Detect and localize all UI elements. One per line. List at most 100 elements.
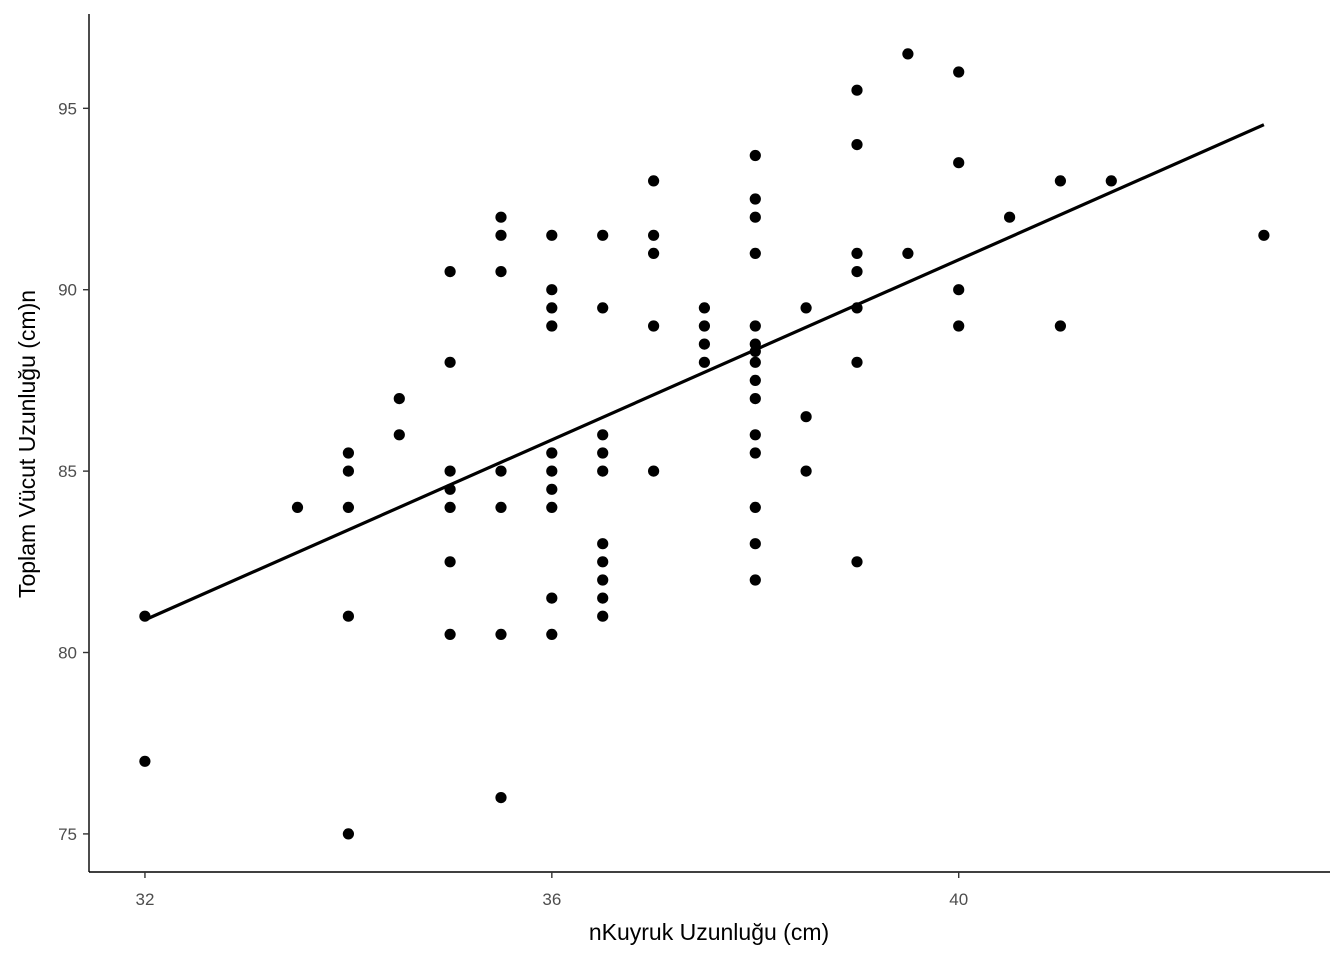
data-point-46 [648,247,660,259]
y-tick-label-90: 90 [58,281,77,300]
data-point-63 [749,429,761,441]
data-point-70 [800,465,812,477]
data-point-10 [444,266,456,278]
y-tick-label-75: 75 [58,825,77,844]
data-point-25 [546,284,558,296]
data-point-44 [648,175,660,187]
data-point-87 [1105,175,1117,187]
y-tick-label-85: 85 [58,462,77,481]
data-point-21 [495,501,507,513]
data-point-43 [597,610,609,622]
data-point-60 [749,356,761,368]
data-point-17 [495,211,507,223]
data-point-33 [546,628,558,641]
data-point-35 [597,302,609,314]
data-point-37 [597,447,609,459]
regression-line [144,123,1265,622]
data-point-84 [1004,211,1016,223]
y-axis-ticks: 75 80 85 90 95 [58,99,89,844]
data-point-45 [648,229,660,241]
data-point-62 [749,393,761,405]
data-point-18 [495,229,507,241]
data-point-83 [953,320,965,332]
data-point-29 [546,465,558,477]
data-point-32 [546,592,558,604]
data-point-27 [546,320,558,332]
data-point-73 [851,247,863,259]
data-points [139,48,1270,840]
data-point-12 [444,465,456,477]
data-point-1 [139,755,151,767]
x-tick-label-32: 32 [135,890,154,909]
y-tick-label-80: 80 [58,644,77,663]
data-point-74 [851,266,863,278]
data-point-6 [342,610,354,622]
y-tick-label-95: 95 [58,99,77,118]
data-point-8 [393,393,405,405]
data-point-24 [546,229,558,241]
data-point-50 [698,320,711,332]
data-point-40 [597,556,609,568]
data-point-14 [444,501,456,513]
data-point-7 [342,828,354,840]
data-point-3 [342,447,354,459]
x-tick-label-36: 36 [542,890,561,909]
data-point-48 [648,465,660,477]
data-point-39 [597,538,609,550]
data-point-34 [597,229,609,241]
data-point-23 [495,792,507,804]
data-point-64 [749,447,761,459]
data-point-28 [546,447,558,459]
data-point-77 [851,556,863,568]
data-point-49 [698,302,711,314]
data-point-42 [597,592,609,604]
data-point-86 [1054,320,1066,332]
data-point-26 [546,302,558,314]
x-axis-ticks: 32 36 40 [135,872,968,909]
data-point-76 [851,356,863,368]
data-point-4 [342,465,354,477]
data-point-41 [597,574,609,586]
data-point-20 [495,465,507,477]
data-point-66 [749,538,761,550]
data-point-71 [851,84,863,96]
data-point-54 [749,193,761,205]
data-point-55 [749,211,761,223]
data-point-22 [495,628,507,641]
data-point-11 [444,356,456,368]
data-point-68 [800,302,812,314]
data-point-79 [902,247,914,259]
data-point-78 [902,48,914,60]
x-axis-title: nKuyruk Uzunluğu (cm) [589,919,829,945]
data-point-80 [953,66,965,78]
data-point-53 [749,149,761,162]
data-point-31 [546,501,558,513]
data-point-16 [444,628,456,641]
data-point-5 [342,501,354,513]
data-point-88 [1258,229,1270,241]
data-point-15 [444,556,456,568]
data-point-81 [953,157,965,169]
data-point-61 [749,374,761,386]
data-point-57 [749,320,761,332]
data-point-30 [546,483,558,495]
data-point-82 [953,284,965,296]
data-point-47 [648,320,660,332]
data-point-85 [1054,175,1066,187]
regression-line-layer [144,123,1265,622]
data-point-72 [851,139,863,151]
data-point-2 [291,501,304,513]
data-point-56 [749,247,761,259]
data-point-69 [800,411,812,423]
data-point-65 [749,501,761,513]
data-point-19 [495,266,507,278]
data-point-36 [597,429,609,441]
data-point-38 [597,465,609,477]
y-axis-title: Toplam Vücut Uzunluğu (cm)n [14,290,40,598]
data-point-9 [393,429,405,441]
data-point-52 [698,356,711,368]
x-tick-label-40: 40 [949,890,968,909]
data-point-0 [139,610,151,622]
data-point-51 [698,338,711,350]
